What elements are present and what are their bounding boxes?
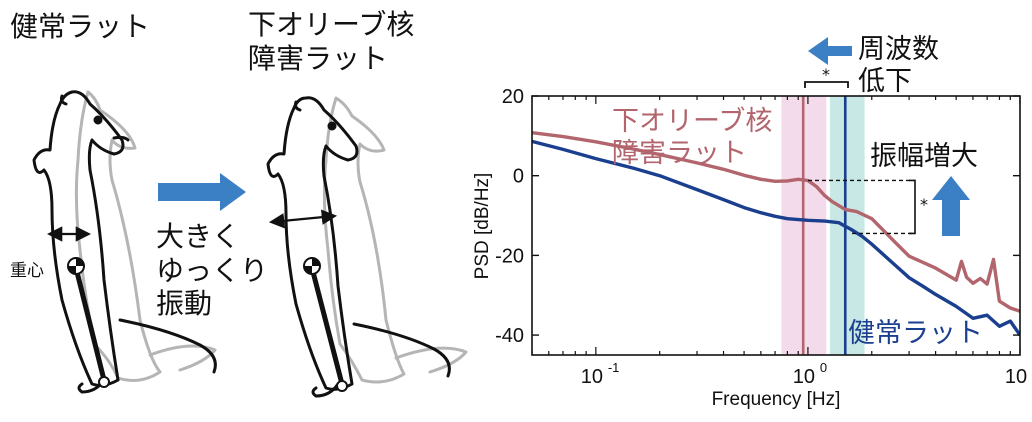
cog-label: 重心 <box>10 261 44 281</box>
frequency-significance-bracket <box>804 81 849 88</box>
amplitude-significance-bracket <box>909 179 916 235</box>
y-tick-label-3: -40 <box>495 325 524 347</box>
x-axis-label: Frequency [Hz] <box>712 389 841 410</box>
arrow-text-line3: 振動 <box>156 287 212 320</box>
plot-frame <box>531 95 1021 356</box>
amplitude-annotation: 振幅増大 <box>870 141 978 172</box>
psd-series-line-1 <box>532 139 1020 337</box>
frequency-annotation-line2: 低下 <box>858 66 912 97</box>
frequency-significance-star: * <box>822 65 830 84</box>
psd-series-line-0 <box>532 131 1020 313</box>
lesion-rat-title-line2: 障害ラット <box>248 42 388 75</box>
series-group <box>532 131 1020 337</box>
lesion-rat-ghost-illustration <box>322 96 468 384</box>
x-tick-label-1: 10 <box>793 366 815 388</box>
arrow-text-line1: 大きく <box>156 220 240 253</box>
lesion-cog-marker <box>303 257 348 392</box>
lesion-sway-arrow <box>268 209 338 229</box>
frequency-decrease-arrow <box>808 37 852 65</box>
y-axis-label: PSD [dB/Hz] <box>472 173 493 280</box>
x-tick-exponent-0: -1 <box>608 360 620 375</box>
healthy-cog-marker <box>67 257 110 388</box>
healthy-series-label: 健常ラット <box>848 318 983 349</box>
healthy-rat-title: 健常ラット <box>10 10 150 43</box>
x-tick-label-2: 10 <box>1005 366 1027 388</box>
x-tick-label-0: 10 <box>581 366 603 388</box>
y-tick-label-2: -20 <box>495 245 524 267</box>
amplitude-increase-arrow <box>932 176 970 236</box>
frequency-annotation-line1: 周波数 <box>858 34 939 65</box>
lesion-series-label-line2: 障害ラット <box>612 138 747 169</box>
left-panel: 健常ラット 下オリーブ核 障害ラット 重心 大きく ゆ <box>10 8 468 398</box>
x-tick-exponent-1: 0 <box>820 360 827 375</box>
lesion-rat-title-line1: 下オリーブ核 <box>248 8 414 41</box>
lesion-series-label-line1: 下オリーブ核 <box>612 106 772 137</box>
y-tick-label-0: 20 <box>502 86 524 108</box>
arrow-text-line2: ゆっくり <box>156 254 268 287</box>
amplitude-significance-star: * <box>920 195 928 214</box>
frequency-bands <box>781 96 865 355</box>
y-tick-label-1: 0 <box>513 166 524 188</box>
amplitude-reference <box>808 179 916 235</box>
transition-right-arrow <box>158 173 246 211</box>
